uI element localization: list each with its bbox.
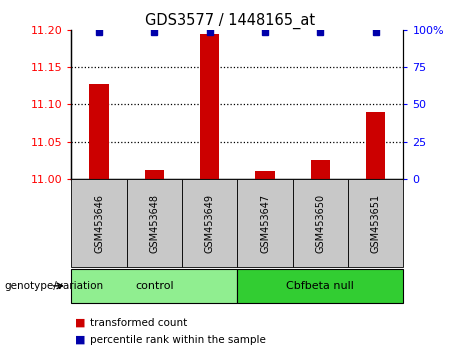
Bar (89, 84, 109, 179)
Bar (145, 170, 164, 179)
Text: Cbfbeta null: Cbfbeta null (286, 281, 355, 291)
Bar (255, 171, 275, 179)
Text: GSM453651: GSM453651 (371, 193, 381, 253)
Text: genotype/variation: genotype/variation (5, 281, 104, 291)
Text: transformed count: transformed count (90, 318, 187, 328)
Text: GSM453646: GSM453646 (94, 194, 104, 252)
Bar (366, 112, 385, 179)
Text: percentile rank within the sample: percentile rank within the sample (90, 335, 266, 345)
Text: GSM453650: GSM453650 (315, 193, 325, 253)
Text: ■: ■ (76, 318, 86, 328)
Bar (200, 34, 219, 179)
Text: ■: ■ (76, 335, 86, 345)
Text: GSM453647: GSM453647 (260, 193, 270, 253)
Text: GSM453649: GSM453649 (205, 194, 215, 252)
Text: control: control (135, 281, 174, 291)
Bar (311, 160, 330, 179)
Text: GSM453648: GSM453648 (149, 194, 160, 252)
Text: GDS3577 / 1448165_at: GDS3577 / 1448165_at (145, 12, 316, 29)
